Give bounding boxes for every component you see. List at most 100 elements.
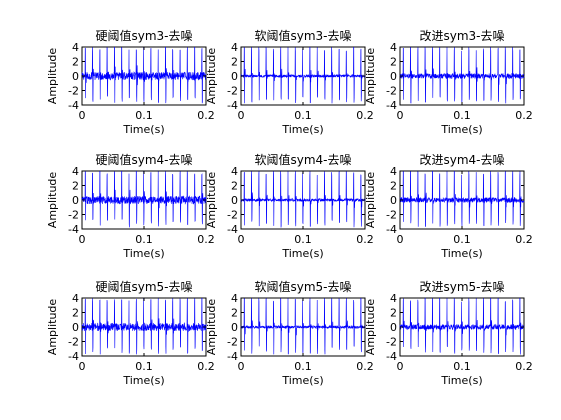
x-tick-label: 0.2 (197, 109, 215, 122)
x-tick-label: 0.1 (453, 109, 471, 122)
y-tick-label: -4 (68, 223, 79, 236)
x-tick-label: 0.1 (135, 109, 153, 122)
subplot-title: 软阈值sym3-去噪 (254, 28, 351, 43)
y-tick-label: 4 (390, 41, 397, 54)
y-axis-label: Amplitude (205, 48, 218, 105)
x-tick-label: 0.2 (197, 233, 215, 246)
y-tick-label: 2 (72, 307, 79, 320)
subplot-title: 改进sym5-去噪 (419, 280, 504, 294)
y-axis-label: Amplitude (205, 172, 218, 229)
x-axis-label: Time(s) (440, 123, 482, 136)
x-tick-label: 0 (238, 360, 245, 373)
x-tick-label: 0 (397, 360, 404, 373)
y-axis-label: Amplitude (364, 299, 377, 356)
y-tick-label: -4 (227, 350, 238, 363)
y-tick-label: 2 (72, 56, 79, 69)
signal-line (81, 47, 207, 104)
y-tick-label: -2 (68, 209, 79, 222)
x-tick-label: 0 (397, 233, 404, 246)
signal-line (81, 298, 207, 355)
y-tick-label: -2 (386, 336, 397, 349)
y-tick-label: 0 (390, 70, 397, 83)
y-tick-label: 2 (231, 307, 238, 320)
x-tick-label: 0 (79, 360, 86, 373)
x-axis-label: Time(s) (122, 374, 164, 387)
y-axis-label: Amplitude (46, 172, 59, 229)
y-tick-label: 2 (231, 56, 238, 69)
signal-line (81, 171, 207, 228)
y-tick-label: 0 (231, 70, 238, 83)
subplot-title: 改进sym3-去噪 (419, 29, 504, 43)
x-tick-label: 0.2 (515, 109, 533, 122)
signal-line (240, 171, 366, 228)
y-tick-label: -2 (386, 209, 397, 222)
x-tick-label: 0.2 (356, 360, 374, 373)
y-axis-label: Amplitude (46, 299, 59, 356)
x-tick-label: 0.2 (356, 109, 374, 122)
x-axis-label: Time(s) (440, 247, 482, 260)
x-axis-label: Time(s) (122, 247, 164, 260)
x-tick-label: 0 (397, 109, 404, 122)
y-tick-label: 4 (231, 165, 238, 178)
y-tick-label: -4 (386, 99, 397, 112)
x-tick-label: 0.1 (294, 360, 312, 373)
x-tick-label: 0 (238, 233, 245, 246)
y-tick-label: 0 (390, 321, 397, 334)
x-tick-label: 0.2 (515, 360, 533, 373)
y-axis-label: Amplitude (364, 172, 377, 229)
y-tick-label: -2 (227, 85, 238, 98)
x-axis-label: Time(s) (281, 374, 323, 387)
x-tick-label: 0.2 (515, 233, 533, 246)
signal-line (240, 297, 366, 355)
y-tick-label: 4 (231, 292, 238, 305)
y-axis-label: Amplitude (46, 48, 59, 105)
y-axis-label: Amplitude (364, 48, 377, 105)
x-tick-label: 0 (79, 233, 86, 246)
subplot-title: 硬阈值sym5-去噪 (95, 279, 192, 294)
y-tick-label: -4 (386, 350, 397, 363)
x-tick-label: 0 (79, 109, 86, 122)
x-tick-label: 0.1 (453, 360, 471, 373)
y-tick-label: -4 (386, 223, 397, 236)
y-tick-label: 0 (72, 194, 79, 207)
y-tick-label: -2 (68, 336, 79, 349)
x-tick-label: 0.1 (294, 109, 312, 122)
subplot-title: 硬阈值sym3-去噪 (95, 28, 192, 43)
subplot-title: 软阈值sym4-去噪 (254, 152, 351, 167)
x-tick-label: 0.2 (197, 360, 215, 373)
y-tick-label: 0 (231, 194, 238, 207)
signal-line (399, 47, 525, 104)
y-tick-label: 2 (390, 56, 397, 69)
y-tick-label: 2 (390, 180, 397, 193)
y-tick-label: -2 (227, 336, 238, 349)
y-tick-label: -4 (68, 99, 79, 112)
y-tick-label: 4 (231, 41, 238, 54)
y-tick-label: 0 (72, 70, 79, 83)
y-tick-label: 4 (390, 292, 397, 305)
signal-line (240, 47, 366, 104)
signal-line (399, 297, 525, 355)
subplot-title: 硬阈值sym4-去噪 (95, 152, 192, 167)
x-axis-label: Time(s) (440, 374, 482, 387)
y-tick-label: 4 (72, 41, 79, 54)
y-tick-label: 2 (390, 307, 397, 320)
y-tick-label: 4 (72, 292, 79, 305)
x-tick-label: 0.2 (356, 233, 374, 246)
x-axis-label: Time(s) (281, 123, 323, 136)
y-tick-label: -2 (386, 85, 397, 98)
subplot-title: 改进sym4-去噪 (419, 153, 504, 167)
x-tick-label: 0.1 (135, 360, 153, 373)
y-tick-label: 4 (72, 165, 79, 178)
y-tick-label: 2 (231, 180, 238, 193)
x-tick-label: 0.1 (453, 233, 471, 246)
